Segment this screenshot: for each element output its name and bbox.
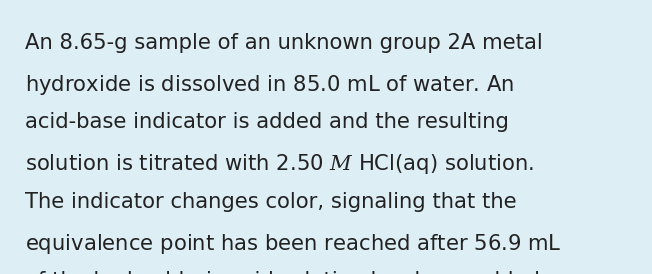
Text: acid-base indicator is added and the resulting: acid-base indicator is added and the res… [25, 112, 509, 132]
Text: The indicator changes color, signaling that the: The indicator changes color, signaling t… [25, 192, 516, 212]
Text: equivalence point has been reached after 56.9 $\mathregular{mL}$: equivalence point has been reached after… [25, 232, 561, 256]
Text: An 8.65-g sample of an unknown group 2A metal: An 8.65-g sample of an unknown group 2A … [25, 33, 542, 53]
Text: solution is titrated with 2.50 $\it{M}$ $\mathregular{HCl(aq)}$ solution.: solution is titrated with 2.50 $\it{M}$ … [25, 152, 534, 176]
Text: of the hydrochloric acid solution has been added.: of the hydrochloric acid solution has be… [25, 271, 546, 274]
Text: hydroxide is dissolved in 85.0 $\mathregular{mL}$ of water. An: hydroxide is dissolved in 85.0 $\mathreg… [25, 73, 514, 97]
